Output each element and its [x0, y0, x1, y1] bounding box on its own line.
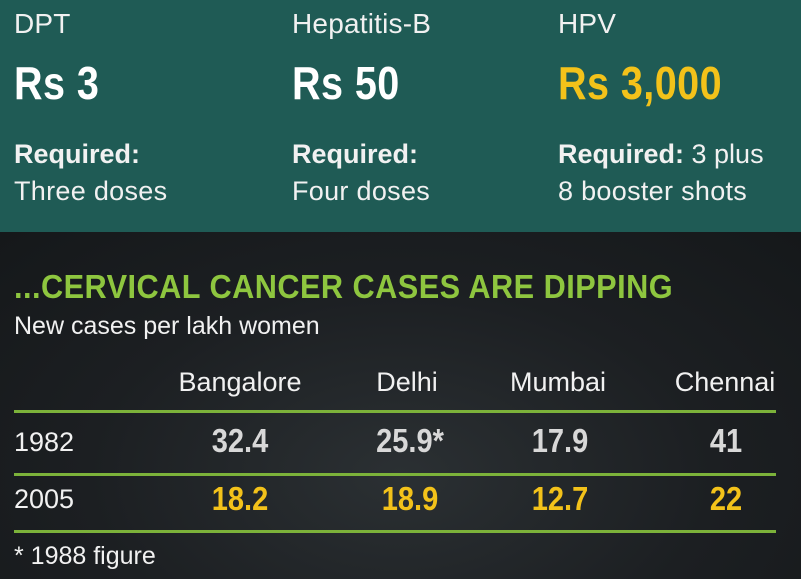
required-detail: Four doses	[292, 176, 431, 206]
column-header-mumbai: Mumbai	[509, 367, 607, 397]
table-cell: 18.2	[211, 480, 269, 517]
row-year-label: 2005	[14, 484, 75, 514]
required-label: Required:	[292, 139, 419, 169]
vaccine-price: Rs 3,000	[558, 57, 723, 109]
table-divider	[14, 473, 776, 476]
required-label: Required:	[14, 139, 141, 169]
vaccine-name: Hepatitis-B	[292, 8, 432, 39]
required-line: Required: 3 plus	[558, 139, 764, 170]
vaccine-name: DPT	[14, 8, 71, 39]
required-label: Required:	[558, 139, 685, 169]
cervical-cancer-cases-section: ...CERVICAL CANCER CASES ARE DIPPING New…	[0, 232, 801, 579]
required-line: Required:	[14, 139, 140, 170]
table-cell: 12.7	[531, 480, 589, 517]
column-header-delhi: Delhi	[376, 367, 438, 397]
table-cell: 41	[709, 422, 743, 459]
table-cell: 25.9*	[376, 422, 444, 459]
footnote: * 1988 figure	[14, 542, 156, 570]
vaccine-cost-panel: DPT Rs 3 Required: Three doses Hepatitis…	[0, 0, 801, 232]
section-title: ...CERVICAL CANCER CASES ARE DIPPING	[14, 268, 674, 305]
vaccine-price: Rs 50	[292, 57, 400, 109]
required-extra: 3 plus	[684, 139, 764, 169]
table-cell: 17.9	[531, 422, 589, 459]
table-cell: 22	[709, 480, 743, 517]
required-line: Required:	[292, 139, 418, 170]
vaccine-price: Rs 3	[14, 57, 100, 109]
table-divider	[14, 410, 776, 413]
required-detail: 8 booster shots	[558, 176, 748, 206]
section-subtitle: New cases per lakh women	[14, 312, 320, 340]
column-header-chennai: Chennai	[674, 367, 776, 397]
row-year-label: 1982	[14, 427, 75, 457]
table-cell: 18.9	[381, 480, 439, 517]
column-header-bangalore: Bangalore	[178, 367, 302, 397]
required-detail: Three doses	[14, 176, 168, 206]
table-divider	[14, 530, 776, 533]
vaccine-name: HPV	[558, 8, 617, 39]
table-cell: 32.4	[211, 422, 269, 459]
